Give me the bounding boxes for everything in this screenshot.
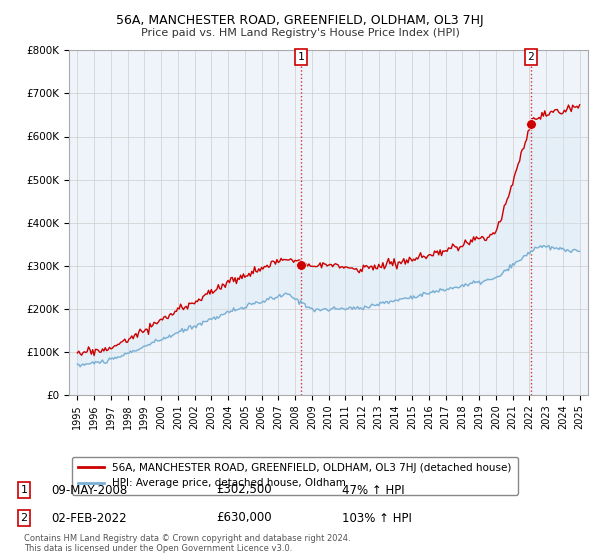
Text: 2: 2: [527, 52, 534, 62]
Text: 2: 2: [20, 513, 28, 523]
Text: 1: 1: [298, 52, 304, 62]
Text: 09-MAY-2008: 09-MAY-2008: [51, 483, 127, 497]
Text: £630,000: £630,000: [216, 511, 272, 525]
Text: £302,500: £302,500: [216, 483, 272, 497]
Text: 1: 1: [20, 485, 28, 495]
Text: 02-FEB-2022: 02-FEB-2022: [51, 511, 127, 525]
Text: 103% ↑ HPI: 103% ↑ HPI: [342, 511, 412, 525]
Text: 56A, MANCHESTER ROAD, GREENFIELD, OLDHAM, OL3 7HJ: 56A, MANCHESTER ROAD, GREENFIELD, OLDHAM…: [116, 14, 484, 27]
Text: 47% ↑ HPI: 47% ↑ HPI: [342, 483, 404, 497]
Text: Contains HM Land Registry data © Crown copyright and database right 2024.
This d: Contains HM Land Registry data © Crown c…: [24, 534, 350, 553]
Text: Price paid vs. HM Land Registry's House Price Index (HPI): Price paid vs. HM Land Registry's House …: [140, 28, 460, 38]
Legend: 56A, MANCHESTER ROAD, GREENFIELD, OLDHAM, OL3 7HJ (detached house), HPI: Average: 56A, MANCHESTER ROAD, GREENFIELD, OLDHAM…: [71, 457, 518, 494]
